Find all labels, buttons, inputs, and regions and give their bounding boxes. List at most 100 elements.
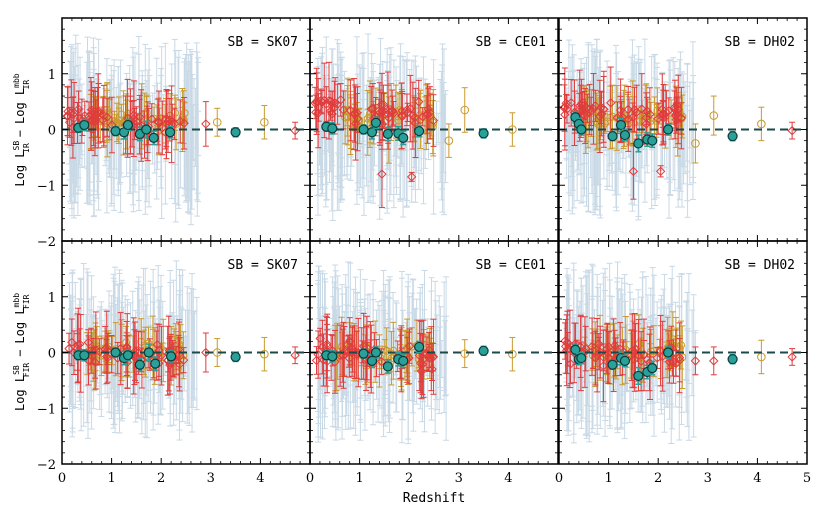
red-diamond-marker [311, 96, 322, 107]
mean-point [370, 116, 382, 130]
mean-marker [478, 128, 489, 139]
red-point [94, 338, 105, 366]
y-tick-label: 1 [48, 68, 56, 83]
outlier-red-diamond [406, 172, 417, 182]
bg-errorbar [193, 296, 200, 411]
bg-errorbar [108, 64, 115, 207]
mean-point [230, 127, 241, 138]
red-diamond-marker [92, 107, 103, 118]
red-point [595, 79, 605, 154]
outlier-point [290, 121, 300, 140]
mean-marker [398, 132, 409, 143]
gold-circle-marker [137, 337, 146, 346]
mean-point [663, 123, 674, 136]
red-point [402, 93, 412, 127]
red-diamond-marker [349, 109, 359, 119]
bg-errorbar [193, 42, 200, 201]
red-diamond-marker [641, 119, 652, 129]
y-tick-label: −2 [37, 235, 56, 250]
bg-errorbar [440, 48, 447, 216]
red-diamond-marker [131, 351, 142, 362]
mean-marker [141, 124, 152, 135]
red-diamond-marker [63, 106, 73, 117]
mean-marker [607, 131, 618, 142]
red-diamond-marker [566, 98, 576, 108]
outlier-point [406, 171, 417, 182]
mean-point [110, 125, 121, 137]
red-diamond-marker [422, 108, 433, 119]
red-diamond-marker [606, 98, 616, 108]
outlier-red-diamond [628, 166, 639, 177]
gold-circle-marker [122, 338, 131, 347]
bg-errorbar [175, 56, 182, 206]
red-point [313, 78, 323, 149]
bg-errorbar [173, 260, 180, 421]
bg-errorbar [363, 84, 370, 187]
outlier-gold-circle [757, 119, 766, 129]
red-diamond-marker [595, 111, 605, 122]
y-tick-label: −1 [37, 179, 56, 194]
mean-point [478, 128, 489, 139]
bg-errorbar [686, 81, 693, 186]
gold-circle-marker [629, 118, 638, 127]
bg-errorbar [191, 310, 198, 401]
red-diamond-marker [670, 104, 680, 115]
red-diamond-marker [402, 105, 412, 115]
red-diamond-marker [69, 108, 79, 118]
mean-marker [619, 129, 631, 141]
red-diamond-marker [167, 116, 177, 126]
mean-point [576, 123, 587, 136]
red-diamond-marker [64, 117, 75, 128]
red-diamond-marker [676, 113, 687, 123]
bg-errorbar [186, 292, 193, 426]
panel-r0-c1: SB = CE01 [309, 17, 559, 242]
bg-errorbar [635, 46, 642, 217]
mean-marker [382, 128, 393, 140]
bg-errorbar [690, 75, 697, 178]
mean-point [141, 120, 152, 139]
red-point [122, 78, 133, 158]
red-diamond-marker [388, 106, 398, 116]
outlier-red-diamond [377, 169, 387, 179]
red-diamond-marker [94, 346, 105, 357]
red-point [584, 83, 595, 136]
bg-errorbar [404, 52, 411, 201]
red-point [161, 88, 172, 160]
red-diamond-marker [410, 112, 420, 123]
bg-errorbar [565, 39, 572, 212]
panel-plot-area [62, 34, 310, 226]
red-diamond-marker [623, 114, 633, 124]
mean-point [619, 128, 631, 142]
red-diamond-marker [671, 115, 681, 125]
outlier-point [444, 123, 454, 158]
red-point [98, 97, 108, 143]
red-point [326, 90, 336, 112]
red-diamond-marker [584, 104, 595, 115]
red-diamond-marker [366, 104, 377, 114]
red-point [676, 86, 687, 150]
red-diamond-marker [578, 110, 588, 120]
red-diamond-marker [324, 95, 334, 106]
red-diamond-marker [580, 111, 590, 121]
red-point [86, 327, 96, 374]
red-point [560, 67, 570, 147]
red-point [179, 96, 189, 150]
mean-point [647, 133, 658, 149]
mean-marker [370, 117, 382, 128]
mean-point [382, 126, 393, 142]
red-point [408, 81, 418, 150]
red-point [154, 90, 164, 154]
red-diamond-marker [379, 106, 389, 116]
red-diamond-marker [599, 104, 609, 114]
bg-errorbar [188, 53, 195, 226]
outlier-point [655, 165, 666, 178]
outlier-point [212, 107, 222, 137]
red-point [165, 335, 175, 395]
mean-point [148, 130, 159, 146]
red-diamond-marker [163, 116, 173, 127]
bg-errorbar [189, 117, 196, 160]
panel-label: SB = DH02 [725, 35, 795, 50]
red-point [629, 86, 640, 133]
red-point [63, 86, 73, 137]
mean-marker [366, 127, 378, 138]
